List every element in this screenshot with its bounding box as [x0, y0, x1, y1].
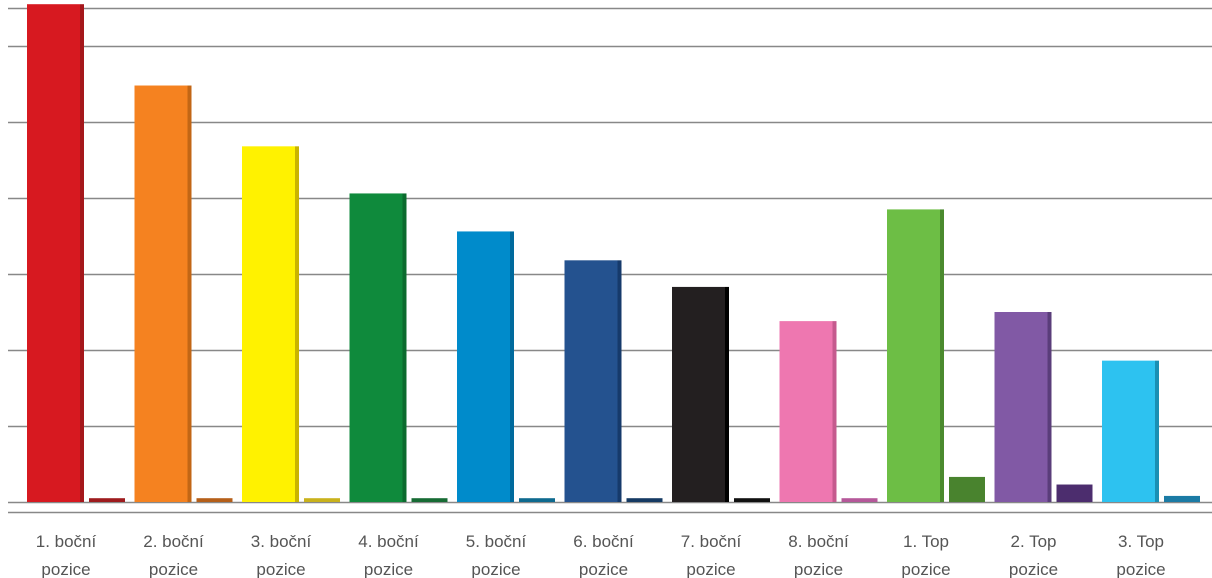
bar-main — [27, 4, 80, 502]
x-axis-labels: 1. boční pozice 2. boční pozice 3. boční pozi… — [36, 532, 1166, 578]
x-tick-label: pozice — [149, 560, 198, 578]
bar-main-shade — [402, 193, 407, 502]
x-tick-label: 2. Top — [1010, 532, 1056, 551]
bar-small — [196, 498, 233, 502]
x-tick-label: 1. Top — [903, 532, 949, 551]
bar-main — [564, 260, 618, 502]
x-tick-label: pozice — [256, 560, 305, 578]
bar-main — [779, 321, 833, 502]
bar-small — [949, 476, 985, 502]
bar-main — [349, 193, 403, 502]
x-tick-label: pozice — [579, 560, 628, 578]
bar-main — [994, 312, 1048, 502]
bar-main — [1102, 360, 1155, 502]
x-tick-label: pozice — [794, 560, 843, 578]
x-tick-label: pozice — [471, 560, 520, 578]
bar-small — [1056, 484, 1093, 502]
bar-small — [841, 498, 878, 502]
x-tick-label: 1. boční — [36, 532, 97, 551]
x-tick-label: pozice — [686, 560, 735, 578]
bar-main-shade — [832, 321, 837, 502]
x-tick-label: pozice — [41, 560, 90, 578]
bar-main-shade — [510, 231, 514, 502]
x-tick-label: pozice — [901, 560, 950, 578]
x-tick-label: pozice — [364, 560, 413, 578]
bar-small — [734, 498, 770, 502]
bar-main-shade — [80, 4, 84, 502]
bar-small — [519, 498, 555, 502]
bar-main-shade — [1155, 360, 1159, 502]
x-tick-label: 5. boční — [466, 532, 527, 551]
bar-main-shade — [187, 85, 192, 503]
x-tick-label: 2. boční — [143, 532, 204, 551]
x-tick-label: pozice — [1009, 560, 1058, 578]
gridlines — [8, 7, 1212, 514]
bar-main — [457, 231, 510, 502]
bars — [27, 4, 1200, 503]
bar-small — [304, 498, 340, 502]
x-tick-label: 3. Top — [1118, 532, 1164, 551]
x-tick-label: pozice — [1116, 560, 1165, 578]
x-tick-label: 7. boční — [681, 532, 742, 551]
x-tick-label: 3. boční — [251, 532, 312, 551]
bar-small — [89, 498, 125, 502]
bar-small — [626, 498, 663, 502]
bar-small — [411, 498, 448, 502]
x-tick-label: 8. boční — [788, 532, 849, 551]
bar-main — [242, 146, 295, 502]
bar-main — [887, 209, 940, 502]
x-tick-label: 4. boční — [358, 532, 419, 551]
bar-main — [672, 286, 725, 502]
bar-main-shade — [617, 260, 622, 502]
bar-main-shade — [1047, 312, 1052, 502]
bar-main — [134, 85, 188, 503]
bar-main-shade — [295, 146, 299, 502]
bar-small — [1164, 495, 1200, 502]
x-tick-label: 6. boční — [573, 532, 634, 551]
bar-main-shade — [940, 209, 944, 502]
bar-main-shade — [725, 286, 729, 502]
